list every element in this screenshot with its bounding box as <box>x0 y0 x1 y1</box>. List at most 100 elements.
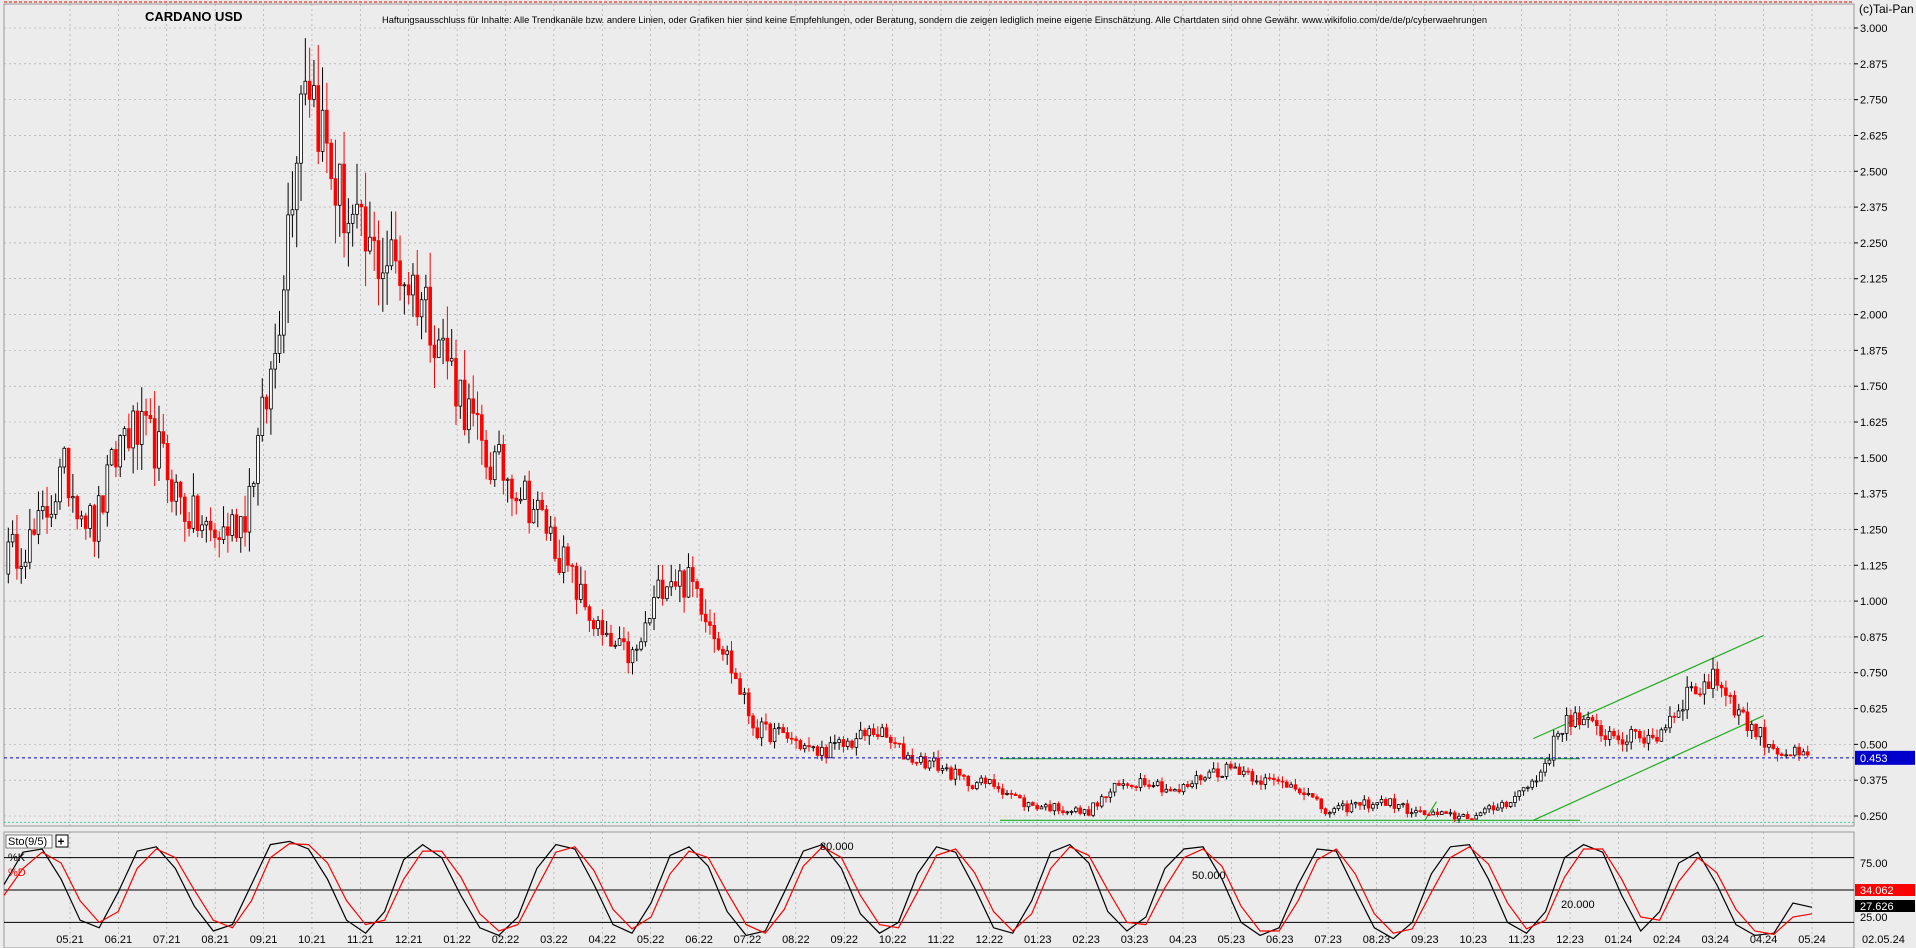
candle-down <box>1435 811 1440 815</box>
candle-down <box>359 203 364 208</box>
candle-down <box>32 529 36 535</box>
candle-up <box>467 398 471 431</box>
candle-up <box>1340 803 1345 807</box>
price-tick-label: 0.625 <box>1860 704 1888 716</box>
candle-down <box>755 727 760 739</box>
candle-up <box>458 379 463 407</box>
candle-down <box>673 581 678 587</box>
date-tick-label: 07.21 <box>153 934 181 946</box>
candle-down <box>1134 786 1138 789</box>
price-axis: 3.000 2.875 2.750 2.625 2.500 2.375 2.250 2.125… <box>1854 23 1888 823</box>
candle-down <box>600 620 605 636</box>
candle-down <box>768 723 773 743</box>
candle-down <box>454 358 458 407</box>
candle-down <box>1130 784 1134 788</box>
candle-down <box>1612 730 1616 737</box>
candle-up <box>1241 770 1246 776</box>
candle-up <box>1749 723 1754 732</box>
candle-up <box>238 516 243 539</box>
candle-up <box>1112 782 1117 793</box>
price-tick-label: 0.750 <box>1860 668 1888 680</box>
candle-down <box>949 767 953 780</box>
candle-up <box>10 533 15 543</box>
candle-down <box>923 756 928 769</box>
candle-up <box>1792 746 1797 756</box>
candle-up <box>1155 781 1160 786</box>
candle-down <box>488 466 493 481</box>
candle-down <box>1590 717 1595 721</box>
candle-up <box>346 222 351 234</box>
candle-down <box>1392 798 1397 809</box>
candle-down <box>1594 720 1599 726</box>
candle-down <box>1125 783 1130 786</box>
candle-down <box>1805 751 1810 756</box>
candle-down <box>1315 796 1319 800</box>
date-tick-label: 06.22 <box>685 934 713 946</box>
candle-down <box>152 418 157 469</box>
candle-down <box>501 444 506 481</box>
price-grid <box>4 27 1854 817</box>
candle-up <box>411 274 415 296</box>
candle-down <box>1009 792 1014 795</box>
date-tick-label: 02.22 <box>492 934 520 946</box>
candle-down <box>1087 809 1091 816</box>
stochastic-tick-label: 75.00 <box>1860 858 1888 870</box>
copyright-label: (c)Tai-Pan <box>1859 2 1914 16</box>
candle-up <box>523 480 527 500</box>
candle-up <box>1306 793 1311 796</box>
candle-up <box>802 745 807 750</box>
candle-down <box>1358 802 1362 806</box>
candle-down <box>1293 784 1298 790</box>
candle-up <box>1349 803 1354 813</box>
date-tick-label: 12.22 <box>976 934 1004 946</box>
candle-down <box>1491 805 1496 811</box>
candle-up <box>256 435 260 484</box>
candle-down <box>789 737 794 740</box>
plus-icon[interactable]: + <box>58 835 65 849</box>
candle-up <box>1629 729 1634 743</box>
candle-down <box>570 564 575 567</box>
candle-down <box>45 506 49 518</box>
candle-up <box>1005 792 1009 795</box>
candle-up <box>131 410 135 449</box>
candle-up <box>1151 785 1156 787</box>
candle-down <box>699 588 704 615</box>
candle-down <box>1117 782 1121 786</box>
candle-down <box>544 509 549 534</box>
candle-up <box>987 779 992 784</box>
candlestick-series <box>6 38 1810 823</box>
candle-up <box>979 777 983 784</box>
candle-up <box>389 239 394 267</box>
channel-lower-line <box>1533 715 1764 821</box>
candle-down <box>1599 725 1603 737</box>
candle-down <box>587 606 592 621</box>
candle-up <box>1431 811 1435 816</box>
candle-up <box>385 265 389 274</box>
candle-up <box>23 561 28 568</box>
candle-up <box>1676 710 1681 718</box>
candle-down <box>1762 727 1767 748</box>
candle-down <box>1160 781 1164 793</box>
stochastic-series <box>3 840 1813 940</box>
expand-panel-button[interactable] <box>55 834 69 848</box>
candle-up <box>1556 733 1560 737</box>
candle-up <box>725 650 729 655</box>
candle-up <box>828 742 833 759</box>
candle-up <box>927 760 932 769</box>
candle-down <box>1310 793 1315 798</box>
disclaimer-text: Haftungsausschluss für Inhalte: Alle Tre… <box>382 15 1487 25</box>
candle-down <box>897 742 902 745</box>
candle-up <box>1767 744 1771 748</box>
candle-down <box>127 428 131 449</box>
candle-down <box>841 739 846 747</box>
candle-down <box>1577 712 1582 726</box>
falling-trend-line <box>1424 801 1438 821</box>
candle-up <box>303 80 308 95</box>
candle-up <box>105 464 110 513</box>
date-tick-label: 01.23 <box>1024 934 1052 946</box>
candle-up <box>40 506 45 512</box>
candle-down <box>557 558 562 573</box>
date-tick-label: 07.22 <box>734 934 762 946</box>
candle-down <box>553 526 557 559</box>
